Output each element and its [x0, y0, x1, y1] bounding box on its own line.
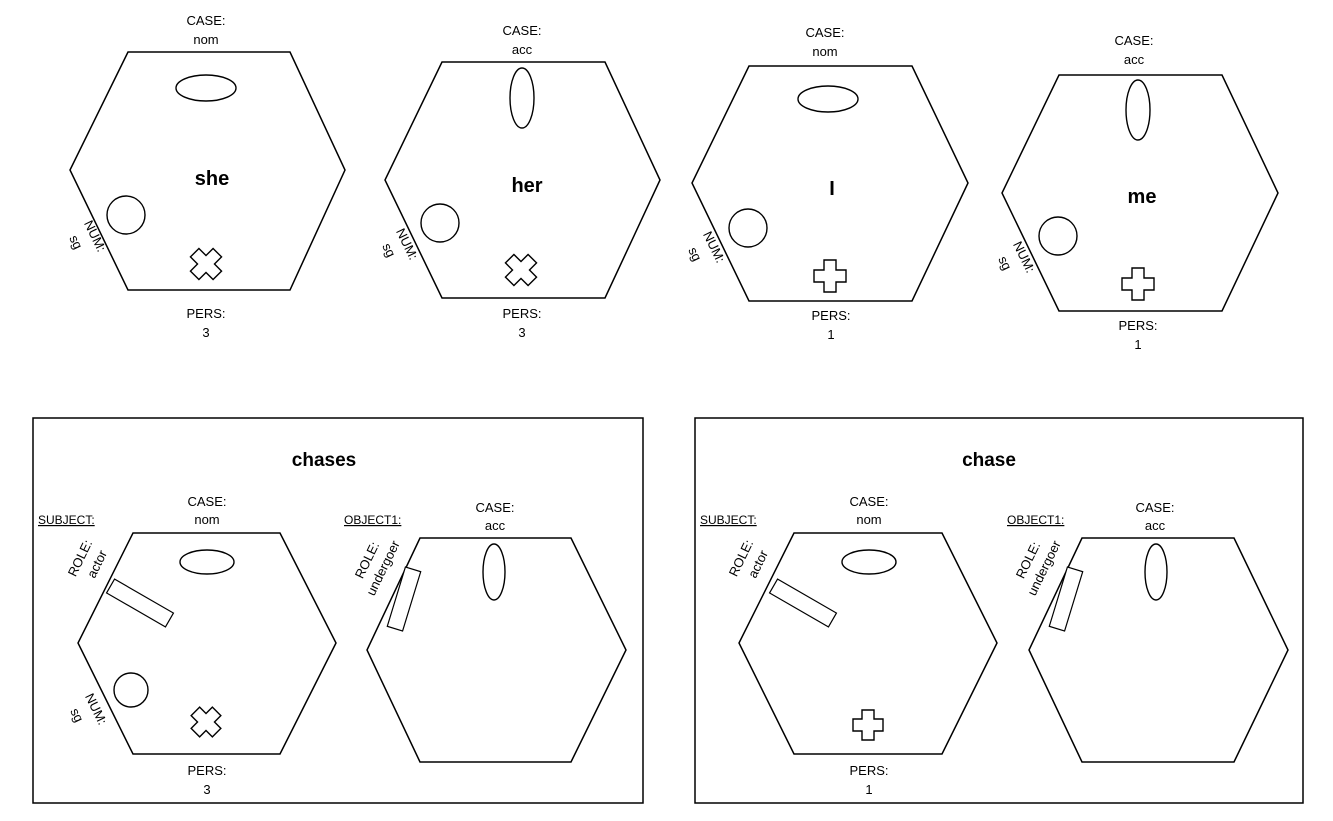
pers-value: 1	[827, 327, 834, 342]
pers-label: PERS:	[187, 763, 226, 778]
num-value: sg	[66, 233, 86, 252]
case-value: acc	[1145, 518, 1166, 533]
case-ellipse-vertical	[1144, 543, 1168, 601]
pers-value: 3	[518, 325, 525, 340]
role-rectangle	[105, 578, 175, 628]
num-value: sg	[995, 254, 1015, 273]
word-hex-her: CASE: acc her NUM: sg PERS: 3	[379, 23, 661, 340]
num-value: sg	[67, 706, 87, 725]
case-label: CASE:	[805, 25, 844, 40]
hexagon	[69, 51, 346, 291]
pers-cross-rotated	[190, 706, 222, 738]
pers-cross-rotated	[504, 253, 538, 287]
word-label: her	[511, 175, 542, 197]
pers-cross	[813, 259, 847, 293]
num-circle	[106, 195, 146, 235]
num-circle	[728, 208, 768, 248]
case-value: nom	[856, 512, 881, 527]
pers-value: 3	[202, 325, 209, 340]
subject-slot-label: SUBJECT:	[38, 513, 95, 527]
verb-title: chase	[962, 450, 1016, 471]
pers-label: PERS:	[811, 308, 850, 323]
word-hex-me: CASE: acc me NUM: sg PERS: 1	[995, 33, 1279, 352]
case-label: CASE:	[1114, 33, 1153, 48]
verb-box-chases: chases SUBJECT: CASE: nom ROLE: actor NU…	[32, 417, 644, 804]
word-label: me	[1128, 186, 1157, 208]
role-rectangle	[768, 578, 838, 628]
verb-box-chase: chase SUBJECT: CASE: nom ROLE: actor PER…	[694, 417, 1304, 804]
pers-cross	[852, 709, 884, 741]
subject-hexagon	[738, 532, 998, 755]
case-value: acc	[1124, 52, 1145, 67]
num-circle	[1038, 216, 1078, 256]
case-label: CASE:	[187, 494, 226, 509]
case-ellipse-vertical	[509, 67, 535, 129]
pers-cross	[1121, 267, 1155, 301]
pers-label: PERS:	[186, 306, 225, 321]
case-label: CASE:	[475, 500, 514, 515]
pers-label: PERS:	[502, 306, 541, 321]
num-circle	[420, 203, 460, 243]
object-hexagon	[366, 537, 627, 763]
verb-title: chases	[292, 450, 356, 471]
case-label: CASE:	[849, 494, 888, 509]
case-value: acc	[512, 42, 533, 57]
pers-value: 3	[203, 782, 210, 797]
case-value: nom	[193, 32, 218, 47]
case-ellipse-vertical	[1125, 79, 1151, 141]
case-value: acc	[485, 518, 506, 533]
case-label: CASE:	[1135, 500, 1174, 515]
pers-value: 1	[865, 782, 872, 797]
case-ellipse-horizontal	[175, 74, 237, 102]
num-value: sg	[685, 245, 705, 264]
case-label: CASE:	[502, 23, 541, 38]
hexagon	[1001, 74, 1279, 312]
subject-slot-label: SUBJECT:	[700, 513, 757, 527]
word-hex-i: CASE: nom I NUM: sg PERS: 1	[685, 25, 969, 342]
case-value: nom	[812, 44, 837, 59]
object-slot-label: OBJECT1:	[344, 513, 401, 527]
object-slot-label: OBJECT1:	[1007, 513, 1064, 527]
case-ellipse-horizontal	[179, 549, 235, 575]
word-label: she	[195, 168, 229, 190]
word-label: I	[829, 178, 835, 200]
case-label: CASE:	[186, 13, 225, 28]
case-ellipse-vertical	[482, 543, 506, 601]
num-circle	[113, 672, 149, 708]
hexagon	[384, 61, 661, 299]
word-hex-she: CASE: nom she NUM: sg PERS: 3	[66, 13, 346, 340]
case-ellipse-horizontal	[797, 85, 859, 113]
case-ellipse-horizontal	[841, 549, 897, 575]
role-rectangle	[386, 566, 422, 632]
pers-cross-rotated	[189, 247, 223, 281]
pers-label: PERS:	[849, 763, 888, 778]
case-value: nom	[194, 512, 219, 527]
object-hexagon	[1028, 537, 1289, 763]
pers-value: 1	[1134, 337, 1141, 352]
num-value: sg	[379, 241, 399, 260]
pers-label: PERS:	[1118, 318, 1157, 333]
role-rectangle	[1048, 566, 1084, 632]
